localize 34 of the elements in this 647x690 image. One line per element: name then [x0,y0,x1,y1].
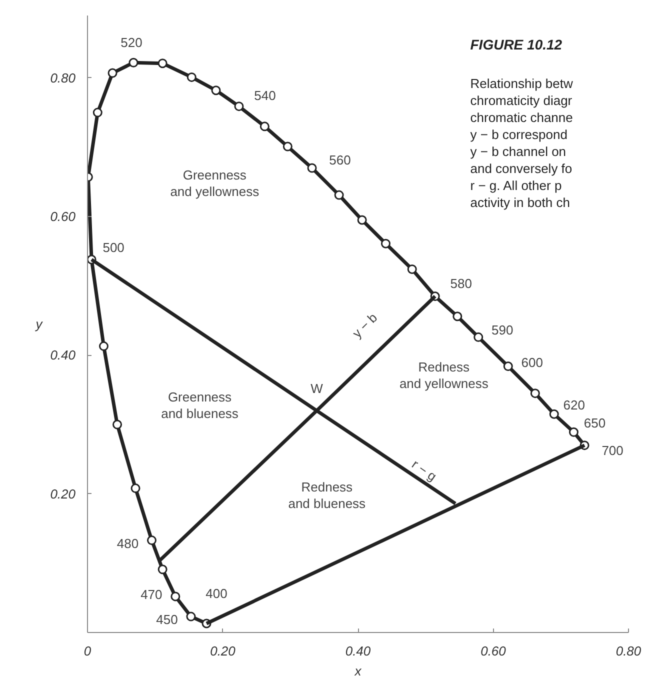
x-tick-label: 0.20 [210,644,236,658]
annotation: 450 [156,612,178,628]
annotation: r − g [409,456,440,484]
annotation: 540 [254,88,276,103]
annotation: 400 [206,586,228,601]
annotation: 600 [521,354,543,370]
y-tick-label: 0.80 [50,70,76,86]
annotation: Redness and yellowness [399,360,489,392]
text: Relationship betw chromaticity diagr chromatic channe y − b correspond y − b channel on and conversely fo r − g. All other p activity in both ch [470,76,574,210]
annotation: Greenness and yellowness [170,168,260,200]
annotation: 650 [584,416,606,431]
annotation: 500 [102,240,124,256]
annotation: y − b [349,310,380,341]
annotation: 620 [563,398,585,413]
x-axis-title: x [354,664,362,678]
y-tick-label: 0.20 [50,486,76,502]
y-tick-label: 0.60 [50,209,76,224]
annotation: 590 [492,322,514,338]
annotation: 520 [120,35,142,50]
annotation: 560 [329,152,351,168]
x-tick-label: 0 [84,644,92,658]
annotation: Greenness and blueness [161,389,239,421]
annotation: W [310,381,324,396]
x-tick-label: 0.40 [345,644,372,658]
annotation: Redness and blueness [288,479,366,511]
text: FIGURE 10.12 [470,36,562,53]
y-tick-label: 0.40 [50,348,76,363]
annotation: 580 [450,276,472,291]
y-axis-title: y [34,316,44,332]
annotation: 700 [602,442,624,458]
annotation: 480 [116,536,139,551]
x-tick-label: 0.60 [480,644,507,658]
annotation: 470 [140,586,162,602]
x-tick-label: 0.80 [616,644,642,658]
